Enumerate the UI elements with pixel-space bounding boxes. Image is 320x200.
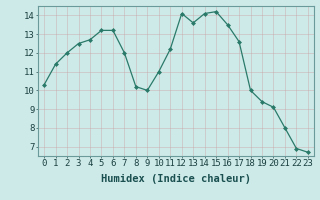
X-axis label: Humidex (Indice chaleur): Humidex (Indice chaleur): [101, 174, 251, 184]
